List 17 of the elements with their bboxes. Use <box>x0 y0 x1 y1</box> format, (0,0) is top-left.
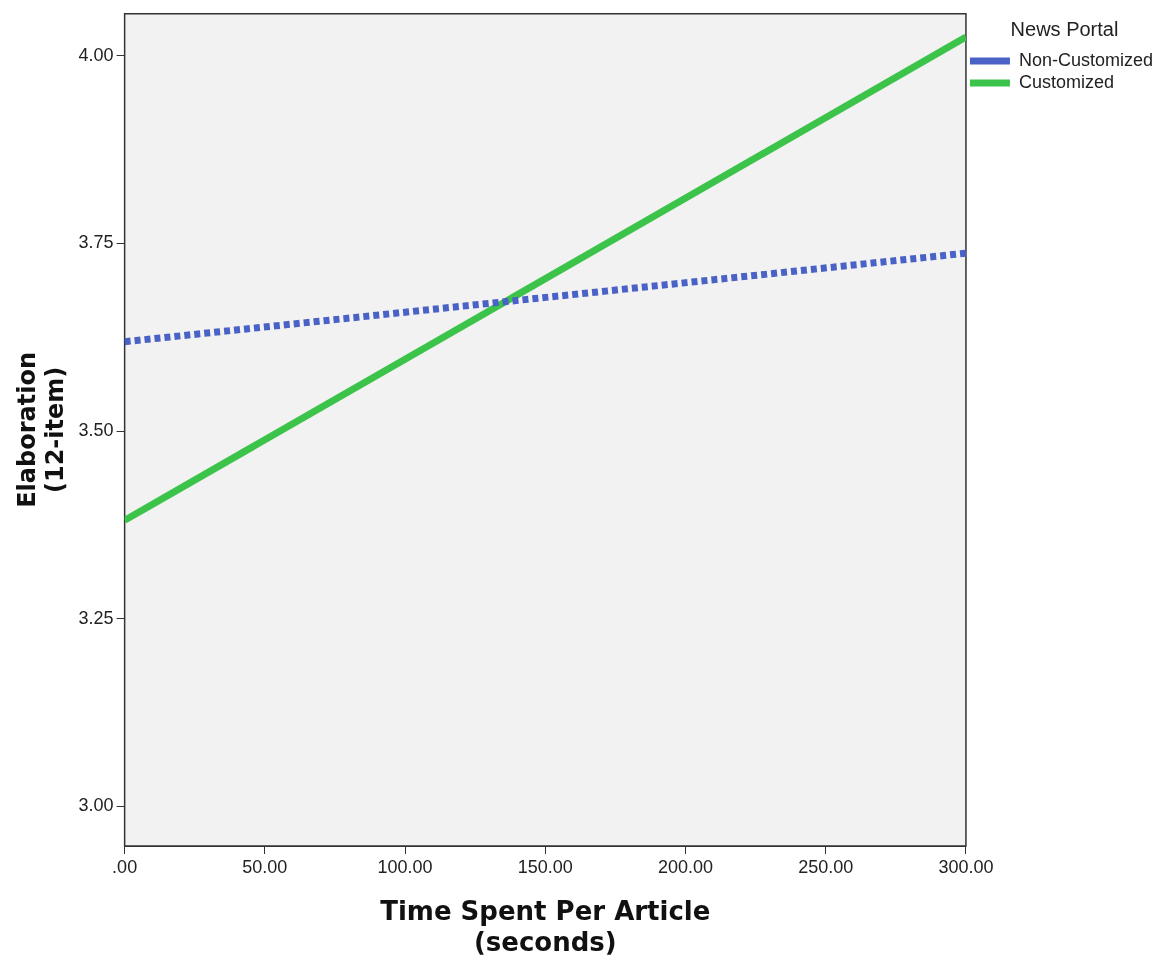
x-axis-title: Time Spent Per Article (seconds) <box>380 895 711 958</box>
y-tick-label: 4.00 <box>78 44 114 65</box>
y-tick-label: 3.50 <box>78 419 114 440</box>
y-tick-label: 3.75 <box>78 232 114 253</box>
y-tick-label: 3.25 <box>78 607 114 628</box>
x-tick-label: 150.00 <box>517 856 573 877</box>
x-tick-label: 100.00 <box>377 856 433 877</box>
x-tick-label: 250.00 <box>798 856 854 877</box>
x-tick-label: 200.00 <box>657 856 714 877</box>
x-tick-label: .00 <box>112 856 138 877</box>
legend-label: Non-Customized <box>1018 49 1154 70</box>
legend-title: News Portal <box>1010 17 1119 40</box>
x-tick-label: 50.00 <box>242 856 288 877</box>
legend-label: Customized <box>1018 71 1114 92</box>
x-tick-label: 300.00 <box>938 856 994 877</box>
y-axis-title: Elaboration (12-item) <box>12 352 70 508</box>
y-tick-label: 3.00 <box>78 795 114 816</box>
